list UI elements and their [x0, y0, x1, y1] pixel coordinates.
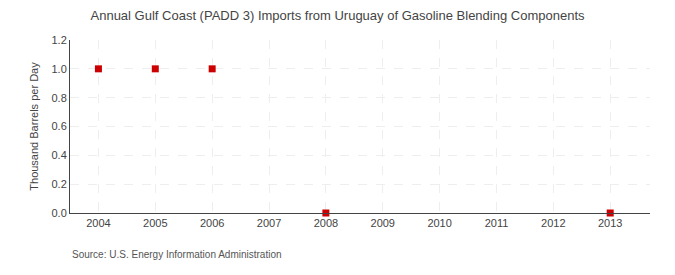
svg-text:2006: 2006	[200, 217, 224, 229]
svg-text:1.0: 1.0	[52, 63, 67, 75]
svg-text:0.6: 0.6	[52, 120, 67, 132]
svg-text:1.2: 1.2	[52, 34, 67, 46]
svg-text:2010: 2010	[427, 217, 451, 229]
svg-text:2005: 2005	[143, 217, 167, 229]
svg-text:2007: 2007	[257, 217, 281, 229]
svg-text:2009: 2009	[371, 217, 395, 229]
svg-text:Annual Gulf Coast (PADD 3) Imp: Annual Gulf Coast (PADD 3) Imports from …	[91, 8, 585, 23]
svg-text:0.0: 0.0	[52, 207, 67, 219]
svg-text:0.2: 0.2	[52, 178, 67, 190]
svg-text:2012: 2012	[541, 217, 565, 229]
svg-text:2013: 2013	[598, 217, 622, 229]
svg-text:Source: U.S. Energy Informatio: Source: U.S. Energy Information Administ…	[72, 249, 282, 260]
svg-text:2008: 2008	[314, 217, 338, 229]
svg-text:0.4: 0.4	[52, 149, 67, 161]
svg-text:2011: 2011	[485, 217, 509, 229]
svg-text:Thousand Barrels per Day: Thousand Barrels per Day	[28, 62, 40, 191]
svg-text:0.8: 0.8	[52, 92, 67, 104]
svg-text:2004: 2004	[86, 217, 110, 229]
